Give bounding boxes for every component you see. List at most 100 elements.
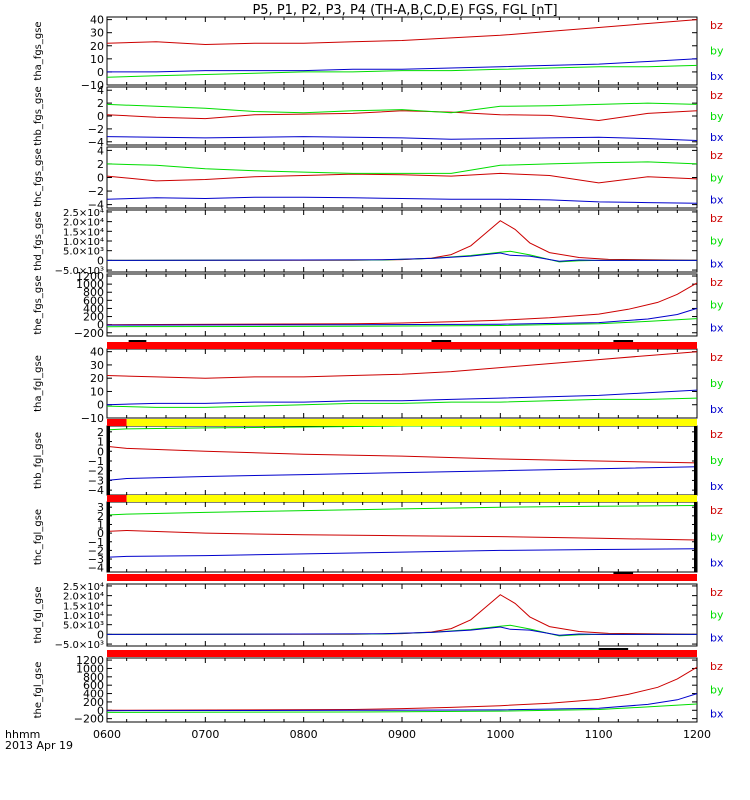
y-tick-label: 400 xyxy=(83,302,104,315)
y-tick-label: 40 xyxy=(90,14,104,27)
series-bz xyxy=(106,110,698,122)
y-tick-label: −10 xyxy=(81,79,104,92)
series-bz xyxy=(106,594,698,635)
series-bx xyxy=(106,307,698,326)
data-gap-strip xyxy=(694,426,697,495)
legend-bz: bz xyxy=(710,586,723,599)
y-tick-label: 1.0×10⁴ xyxy=(63,611,104,622)
legend-bx: bx xyxy=(710,631,724,644)
series-by xyxy=(106,318,698,328)
legend-bx: bx xyxy=(710,403,724,416)
y-tick-label: 2 xyxy=(97,97,104,110)
status-bar-2 xyxy=(107,419,697,426)
y-axis-label: thb_fgs_gse xyxy=(33,86,44,145)
y-tick-label: 200 xyxy=(83,696,104,709)
status-mark xyxy=(598,648,629,650)
x-tick-label: 0800 xyxy=(290,728,318,741)
legend-bx: bx xyxy=(710,70,724,83)
series-by xyxy=(106,703,698,713)
y-axis-label: the_fgs_gse xyxy=(33,275,44,334)
legend-bx: bx xyxy=(710,557,724,570)
legend-bz: bz xyxy=(710,504,723,517)
y-tick-label: 1 xyxy=(97,436,104,449)
y-tick-label: 1200 xyxy=(76,654,104,667)
panel-frame xyxy=(106,86,698,146)
y-tick-label: 5.0×10³ xyxy=(63,621,104,632)
x-tick-label: 0600 xyxy=(93,728,121,741)
panel-7: 210−1−2−3−4 thb_fgl_gse bz by bx xyxy=(33,424,724,497)
series-bz xyxy=(106,220,698,261)
status-segment xyxy=(107,342,697,349)
y-tick-label: 30 xyxy=(90,359,104,372)
status-segment xyxy=(107,495,127,502)
series-bx xyxy=(106,389,698,406)
series-bz xyxy=(106,172,698,184)
y-tick-label: −200 xyxy=(74,327,104,340)
legend-bz: bz xyxy=(710,149,723,162)
y-axis-label: tha_fgl_gse xyxy=(33,355,44,412)
status-mark xyxy=(613,572,634,574)
series-bz xyxy=(106,666,698,711)
x-tick-label: 1100 xyxy=(585,728,613,741)
y-tick-label: −4 xyxy=(88,484,104,497)
legend-by: by xyxy=(710,530,724,543)
y-tick-label: −4 xyxy=(88,136,104,149)
panel-9: 2.5×10⁴2.0×10⁴1.5×10⁴1.0×10⁴5.0×10³0−5.0… xyxy=(33,582,724,651)
y-tick-label: 600 xyxy=(83,294,104,307)
status-bar-1 xyxy=(107,340,697,349)
y-tick-label: 20 xyxy=(90,372,104,385)
panel-frame xyxy=(106,209,698,273)
panel-2: 420−2−4 thb_fgs_gse bz by bx xyxy=(33,84,724,149)
y-tick-label: 40 xyxy=(90,346,104,359)
series-bz xyxy=(106,282,698,326)
legend-bx: bx xyxy=(710,321,724,334)
y-tick-label: 2.0×10⁴ xyxy=(63,592,104,603)
legend-by: by xyxy=(710,377,724,390)
y-tick-label: 2.5×10⁴ xyxy=(63,208,104,219)
series-bx xyxy=(106,693,698,712)
status-mark xyxy=(431,340,452,342)
status-mark xyxy=(613,340,634,342)
y-axis-label: the_fgl_gse xyxy=(33,662,44,719)
y-tick-label: 0 xyxy=(97,704,104,717)
y-tick-label: 3 xyxy=(97,501,104,514)
status-bar-4 xyxy=(107,572,697,581)
y-tick-label: 1200 xyxy=(76,270,104,283)
legend-by: by xyxy=(710,171,724,184)
data-gap-strip xyxy=(107,502,110,572)
legend-by: by xyxy=(710,299,724,312)
series-bz xyxy=(106,19,698,46)
status-bar-3 xyxy=(107,495,697,502)
series-by xyxy=(106,102,698,114)
series-bx xyxy=(106,626,697,636)
series-bz xyxy=(106,445,698,464)
y-tick-label: 800 xyxy=(83,671,104,684)
y-tick-label: −4 xyxy=(88,199,104,212)
series-by xyxy=(106,505,698,516)
panel-3: 420−2−4 thc_fgs_gse bz by bx xyxy=(33,144,724,211)
y-tick-label: −4 xyxy=(88,562,104,575)
legend-bx: bx xyxy=(710,707,724,720)
y-tick-label: 10 xyxy=(90,53,104,66)
y-tick-label: −2 xyxy=(88,185,104,198)
series-by xyxy=(106,161,698,174)
x-tick-label: 1200 xyxy=(683,728,711,741)
y-tick-label: 4 xyxy=(97,144,104,157)
legend-by: by xyxy=(710,609,724,622)
x-axis: 0600 0700 0800 0900 1000 1100 1200 xyxy=(93,728,711,741)
status-segment xyxy=(126,419,697,426)
status-bars xyxy=(107,340,697,657)
y-tick-label: 800 xyxy=(83,286,104,299)
y-tick-label: −2 xyxy=(88,544,104,557)
legend-bx: bx xyxy=(710,257,724,270)
y-tick-label: 0 xyxy=(97,254,104,267)
y-tick-label: 5.0×10³ xyxy=(63,247,104,258)
y-tick-label: 0 xyxy=(97,445,104,458)
y-tick-label: 0 xyxy=(97,319,104,332)
series-bx xyxy=(106,548,698,558)
